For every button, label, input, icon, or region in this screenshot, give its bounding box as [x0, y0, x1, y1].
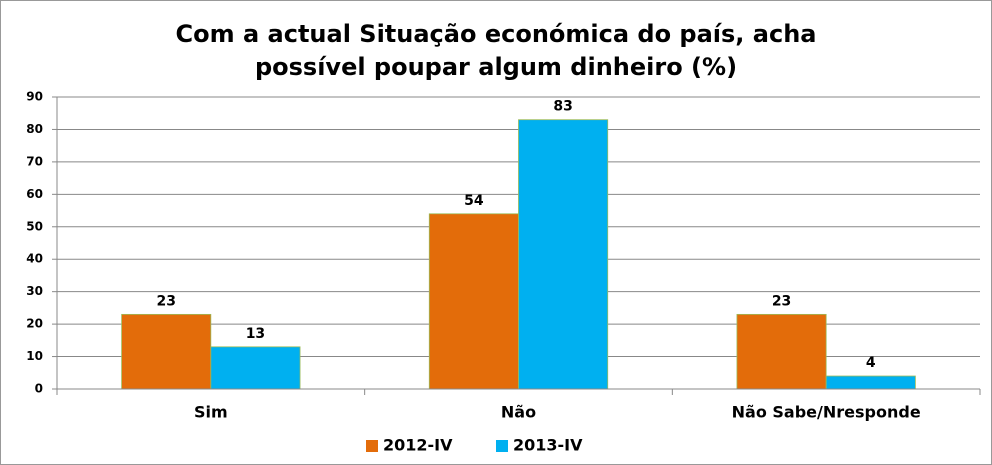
legend-label: 2013-IV: [513, 436, 583, 455]
value-label: 4: [866, 355, 876, 371]
legend-swatch: [366, 440, 378, 452]
y-tick-label: 40: [26, 252, 43, 266]
y-tick-label: 20: [26, 317, 43, 331]
y-tick-label: 10: [26, 349, 43, 363]
legend-label: 2012-IV: [383, 436, 453, 455]
bar: [210, 346, 301, 390]
bar: [736, 313, 827, 390]
value-label: 13: [246, 326, 265, 342]
y-tick-label: 0: [35, 382, 43, 396]
y-tick-label: 70: [26, 154, 43, 168]
value-label: 83: [553, 99, 572, 115]
y-tick-label: 50: [26, 219, 43, 233]
bar: [428, 213, 519, 390]
y-tick-label: 90: [26, 90, 43, 104]
chart-title: Com a actual Situação económica do país,…: [175, 20, 817, 81]
y-tick-label: 30: [26, 284, 43, 298]
legend-swatch: [496, 440, 508, 452]
value-label: 54: [464, 193, 484, 209]
bar: [121, 313, 212, 390]
bar: [825, 375, 916, 390]
x-tick-label: Não Sabe/Nresponde: [732, 403, 921, 422]
x-tick-label: Não: [501, 403, 536, 422]
y-tick-label: 80: [26, 122, 43, 136]
bar: [518, 119, 609, 390]
x-tick-label: Sim: [194, 403, 228, 422]
value-label: 23: [156, 293, 175, 309]
y-tick-label: 60: [26, 187, 43, 201]
value-label: 23: [772, 293, 791, 309]
